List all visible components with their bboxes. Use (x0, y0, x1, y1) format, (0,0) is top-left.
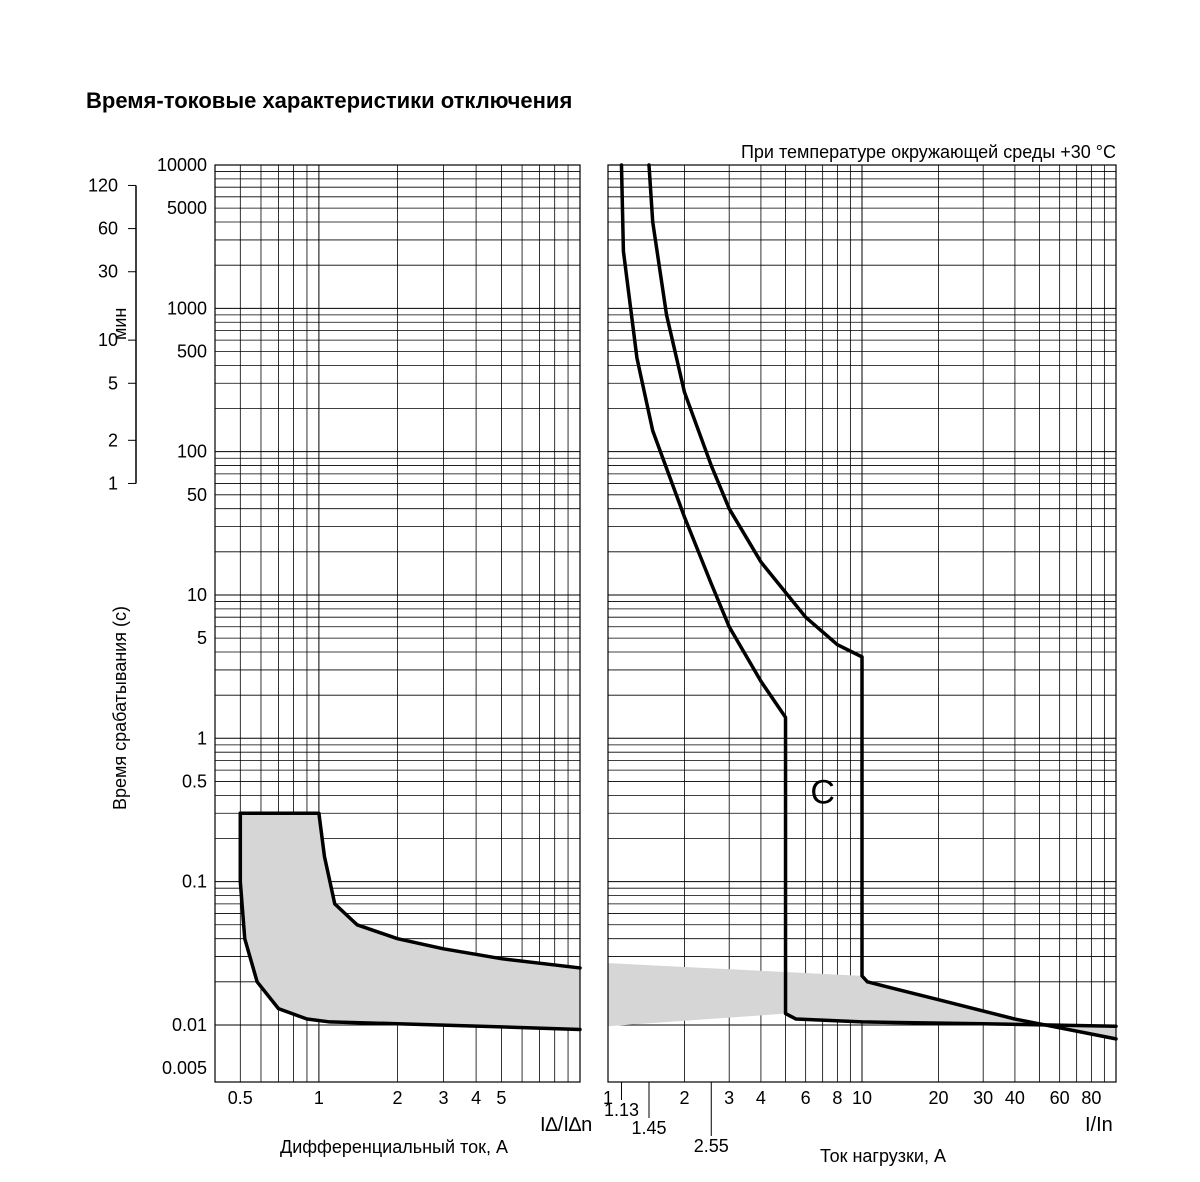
right-x-label-bottom: Ток нагрузки, А (820, 1146, 946, 1167)
svg-text:120: 120 (88, 175, 118, 195)
svg-text:0.005: 0.005 (162, 1058, 207, 1078)
svg-text:5: 5 (197, 628, 207, 648)
svg-text:30: 30 (98, 262, 118, 282)
svg-text:10: 10 (187, 585, 207, 605)
y-axis-label-minutes: мин (110, 308, 131, 340)
svg-text:1: 1 (314, 1088, 324, 1108)
svg-text:1.45: 1.45 (631, 1118, 666, 1138)
svg-text:0.5: 0.5 (182, 771, 207, 791)
svg-text:40: 40 (1005, 1088, 1025, 1108)
svg-text:C: C (810, 774, 835, 812)
svg-text:0.01: 0.01 (172, 1015, 207, 1035)
svg-text:60: 60 (1050, 1088, 1070, 1108)
svg-text:30: 30 (973, 1088, 993, 1108)
y-axis-label-seconds: Время срабатывания (с) (110, 606, 131, 810)
svg-text:10000: 10000 (157, 155, 207, 175)
svg-text:2: 2 (108, 430, 118, 450)
svg-text:5000: 5000 (167, 198, 207, 218)
svg-text:1000: 1000 (167, 298, 207, 318)
svg-text:2.55: 2.55 (694, 1136, 729, 1156)
right-x-label-ratio: I/In (1085, 1114, 1113, 1137)
svg-text:50: 50 (187, 485, 207, 505)
svg-text:8: 8 (832, 1088, 842, 1108)
svg-text:2: 2 (679, 1088, 689, 1108)
svg-text:3: 3 (724, 1088, 734, 1108)
chart-title: Время-токовые характеристики отключения (86, 88, 572, 114)
subtitle-temperature: При температуре окружающей среды +30 °С (741, 142, 1116, 163)
svg-text:80: 80 (1081, 1088, 1101, 1108)
svg-text:10: 10 (852, 1088, 872, 1108)
svg-text:100: 100 (177, 442, 207, 462)
svg-text:5: 5 (496, 1088, 506, 1108)
svg-text:1.13: 1.13 (604, 1100, 639, 1120)
left-x-label-ratio: I∆/I∆n (540, 1114, 592, 1137)
left-x-label-bottom: Дифференциальный ток, А (280, 1137, 508, 1158)
svg-text:5: 5 (108, 373, 118, 393)
svg-text:1: 1 (108, 473, 118, 493)
svg-text:6: 6 (801, 1088, 811, 1108)
charts-svg: 0.5123451234681020304060801.131.452.55C0… (0, 0, 1200, 1182)
svg-text:60: 60 (98, 219, 118, 239)
svg-text:0.5: 0.5 (228, 1088, 253, 1108)
svg-text:4: 4 (471, 1088, 481, 1108)
svg-text:2: 2 (392, 1088, 402, 1108)
svg-text:0.1: 0.1 (182, 872, 207, 892)
svg-text:500: 500 (177, 341, 207, 361)
svg-text:3: 3 (438, 1088, 448, 1108)
svg-text:1: 1 (197, 728, 207, 748)
svg-text:4: 4 (756, 1088, 766, 1108)
svg-text:20: 20 (928, 1088, 948, 1108)
